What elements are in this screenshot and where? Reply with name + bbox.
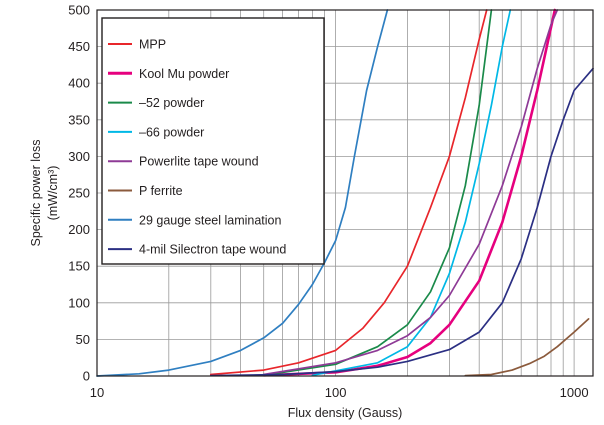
y-tick-label: 250 <box>68 186 90 201</box>
plot-frame <box>96 9 594 377</box>
y-tick-label: 200 <box>68 222 90 237</box>
series-line-0 <box>209 9 488 376</box>
y-tick-label: 300 <box>68 149 90 164</box>
legend: MPP Kool Mu powder –52 powder –66 powder Pow… <box>101 17 325 265</box>
legend-label: 29 gauge steel lamination <box>139 213 282 227</box>
legend-box <box>101 17 325 265</box>
y-tick-label: 400 <box>68 76 90 91</box>
y-axis-ticks: 0 50 100 150 200 250 300 350 400 450 500 <box>68 3 90 384</box>
legend-label: P ferrite <box>139 184 183 198</box>
series-line-1 <box>262 8 557 377</box>
legend-label: –66 powder <box>139 125 204 139</box>
y-axis-title-line1: Specific power loss <box>29 140 43 247</box>
x-axis-title: Flux density (Gauss) <box>288 406 403 420</box>
y-tick-label: 450 <box>68 39 90 54</box>
series-line-2 <box>262 9 493 377</box>
series-line-3 <box>311 9 512 377</box>
y-tick-label: 100 <box>68 295 90 310</box>
x-tick-label: 10 <box>90 385 104 400</box>
x-axis-ticks: 10 100 1000 <box>90 385 589 400</box>
series-line-7 <box>209 67 594 377</box>
legend-label: Powerlite tape wound <box>139 155 259 169</box>
y-tick-label: 150 <box>68 259 90 274</box>
y-axis-title-line2: (mW/cm³) <box>46 166 60 221</box>
y-tick-label: 0 <box>83 369 90 384</box>
x-tick-label: 100 <box>325 385 347 400</box>
y-tick-label: 50 <box>76 332 90 347</box>
y-tick-label: 350 <box>68 112 90 127</box>
legend-label: Kool Mu powder <box>139 67 229 81</box>
legend-label: MPP <box>139 38 166 52</box>
series-line-5 <box>464 318 590 377</box>
series-line-6 <box>96 9 389 377</box>
legend-label: –52 powder <box>139 96 204 110</box>
series-line-4 <box>262 9 559 376</box>
y-tick-label: 500 <box>68 3 90 18</box>
legend-label: 4-mil Silectron tape wound <box>139 243 286 257</box>
x-tick-label: 1000 <box>560 385 589 400</box>
series-lines <box>96 8 594 377</box>
